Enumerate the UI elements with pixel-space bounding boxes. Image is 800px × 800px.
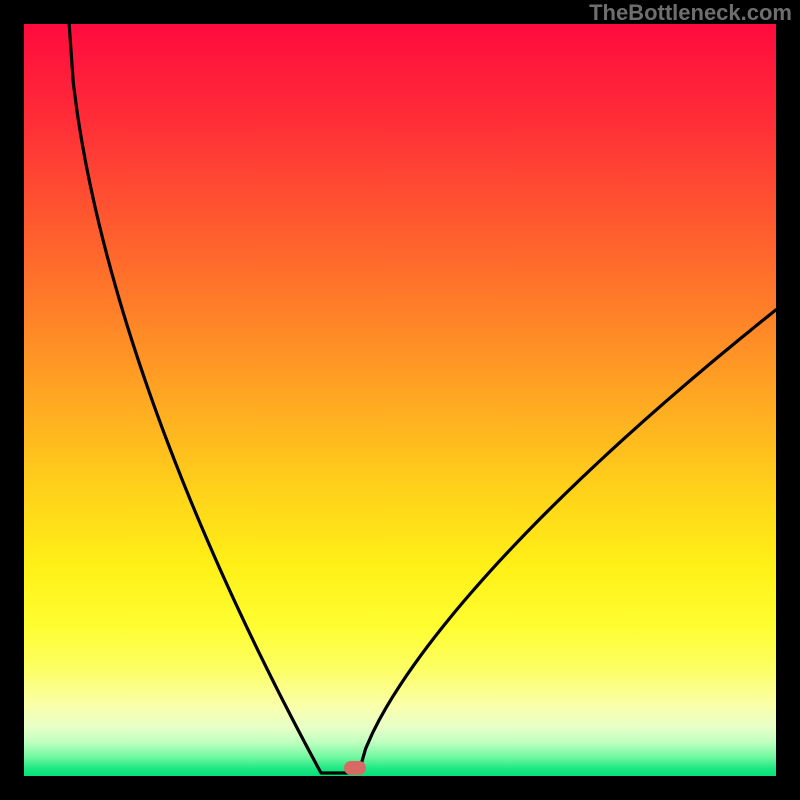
bottleneck-curve-layer [24,24,776,776]
optimal-point-marker [344,761,366,775]
bottleneck-curve [69,24,776,773]
watermark-text: TheBottleneck.com [589,0,792,26]
plot-area [24,24,776,776]
